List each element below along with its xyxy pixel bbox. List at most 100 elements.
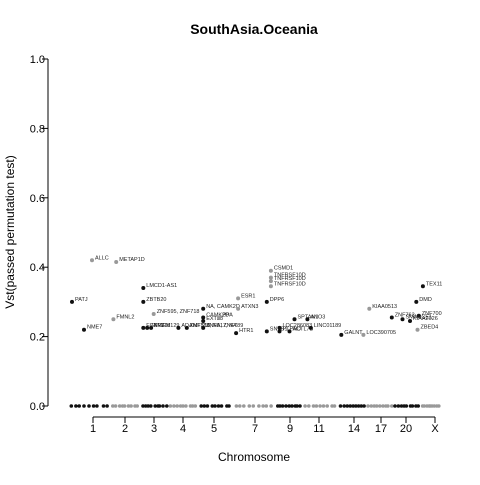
data-point (367, 307, 371, 311)
data-point (414, 300, 418, 304)
baseline-point (252, 404, 256, 408)
baseline-point (269, 404, 273, 408)
baseline-point (129, 404, 133, 408)
baseline-point (362, 404, 366, 408)
baseline-point (298, 404, 302, 408)
data-point (82, 328, 86, 332)
data-point (234, 331, 238, 335)
data-point (278, 329, 282, 333)
point-label: ZNF595, ZNF718 (157, 309, 200, 315)
x-axis-label: Chromosome (218, 450, 290, 464)
data-point (141, 286, 145, 290)
baseline-point (161, 404, 165, 408)
baseline-point (74, 404, 78, 408)
baseline-point (333, 404, 337, 408)
baseline-point (199, 404, 203, 408)
baseline-point (70, 404, 74, 408)
point-label: LOC390705 (366, 330, 396, 336)
data-point (265, 329, 269, 333)
data-point (265, 300, 269, 304)
baseline-point (342, 404, 346, 408)
baseline-point (135, 404, 139, 408)
data-point (70, 300, 74, 304)
baseline-point (303, 404, 307, 408)
baseline-point (169, 404, 173, 408)
data-point (201, 316, 205, 320)
baseline-point (390, 404, 394, 408)
x-tick-label: 17 (375, 423, 387, 435)
x-tick-label: 3 (151, 423, 157, 435)
baseline-point (315, 404, 319, 408)
data-point (288, 329, 292, 333)
baseline-point (375, 404, 379, 408)
baseline-point (248, 404, 252, 408)
baseline-point (92, 404, 96, 408)
baseline-point (257, 404, 261, 408)
point-label: NME7 (87, 325, 102, 331)
baseline-point (416, 404, 420, 408)
baseline-point (77, 404, 81, 408)
baseline-point (203, 404, 207, 408)
point-label: DMD (419, 297, 432, 303)
point-label: DPP6 (270, 297, 284, 303)
x-tick-label: 1 (90, 423, 96, 435)
x-tick-label: 4 (180, 423, 186, 435)
point-label: ZBTB20 (146, 297, 166, 303)
point-label: TNFRSF10D (274, 281, 306, 287)
data-point (390, 316, 394, 320)
data-point (201, 307, 205, 311)
data-point (278, 326, 282, 330)
baseline-point (82, 404, 86, 408)
data-point (305, 317, 309, 321)
y-tick-label: 0.4 (30, 262, 45, 274)
data-point (269, 279, 273, 283)
point-label: ZBED4 (421, 325, 439, 331)
baseline-point (158, 404, 162, 408)
point-label: NA, CAMK2D (206, 304, 240, 310)
baseline-point (123, 404, 127, 408)
point-label: HTR1 (239, 328, 253, 334)
baseline-point (339, 404, 343, 408)
point-label: GALNT (344, 330, 363, 336)
baseline-point (87, 404, 91, 408)
baseline-point (114, 404, 118, 408)
y-tick-label: 0.6 (30, 193, 45, 205)
baseline-point (290, 404, 294, 408)
baseline-point (378, 404, 382, 408)
baseline-point (227, 404, 231, 408)
baseline-point (194, 404, 198, 408)
y-tick-label: 0.0 (30, 401, 45, 413)
point-label: CSMD1 (274, 266, 293, 272)
y-tick-label: 0.2 (30, 332, 45, 344)
baseline-point (105, 404, 109, 408)
baseline-point (393, 404, 397, 408)
x-tick-label: X (431, 423, 439, 435)
baseline-point (386, 404, 390, 408)
point-label: FMNL2 (116, 314, 134, 320)
baseline-point (206, 404, 210, 408)
data-point (141, 300, 145, 304)
y-tick-label: 1.0 (30, 54, 45, 66)
baseline-point (281, 404, 285, 408)
x-tick-label: 20 (400, 423, 412, 435)
baseline-point (307, 404, 311, 408)
baseline-point (175, 404, 179, 408)
data-point (201, 319, 205, 323)
x-tick-label: 7 (252, 423, 258, 435)
data-point (269, 276, 273, 280)
baseline-point (411, 404, 415, 408)
data-point (401, 317, 405, 321)
point-label: KIAA2026 (413, 316, 438, 322)
data-point (152, 312, 156, 316)
data-point (141, 326, 145, 330)
data-point (176, 326, 180, 330)
data-point (111, 317, 115, 321)
x-tick-label: 14 (348, 423, 360, 435)
data-point (217, 316, 221, 320)
y-axis-label: Vst(passed permutation test) (3, 155, 17, 308)
x-tick-label: 11 (313, 423, 324, 435)
data-point (416, 328, 420, 332)
data-point (236, 307, 240, 311)
baseline-point (238, 404, 242, 408)
